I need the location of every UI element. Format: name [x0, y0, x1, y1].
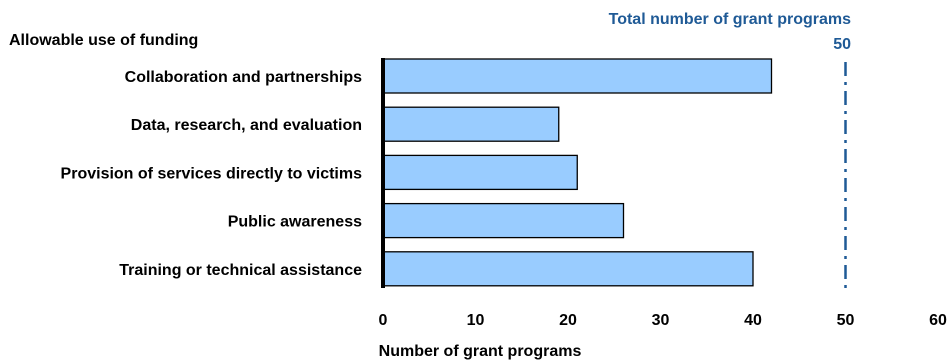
x-axis-title: Number of grant programs — [379, 343, 582, 360]
x-tick-label: 50 — [837, 312, 855, 329]
x-tick-label: 10 — [467, 312, 485, 329]
bar — [382, 251, 754, 287]
x-tick-label: 30 — [652, 312, 670, 329]
category-label: Public awareness — [228, 214, 362, 231]
x-tick-label: 60 — [929, 312, 947, 329]
reference-line-label: Total number of grant programs — [609, 11, 851, 28]
x-tick-label: 20 — [559, 312, 577, 329]
category-label: Data, research, and evaluation — [131, 117, 362, 134]
bar — [382, 106, 560, 142]
bar — [382, 202, 625, 239]
bar — [382, 58, 773, 94]
x-tick-label: 0 — [379, 312, 388, 329]
category-header: Allowable use of funding — [9, 32, 198, 49]
reference-line-value: 50 — [833, 36, 851, 53]
category-label: Provision of services directly to victim… — [61, 165, 363, 182]
bar — [382, 154, 578, 191]
category-label: Collaboration and partnerships — [125, 69, 362, 86]
x-tick-label: 40 — [744, 312, 762, 329]
category-label: Training or technical assistance — [119, 262, 362, 279]
